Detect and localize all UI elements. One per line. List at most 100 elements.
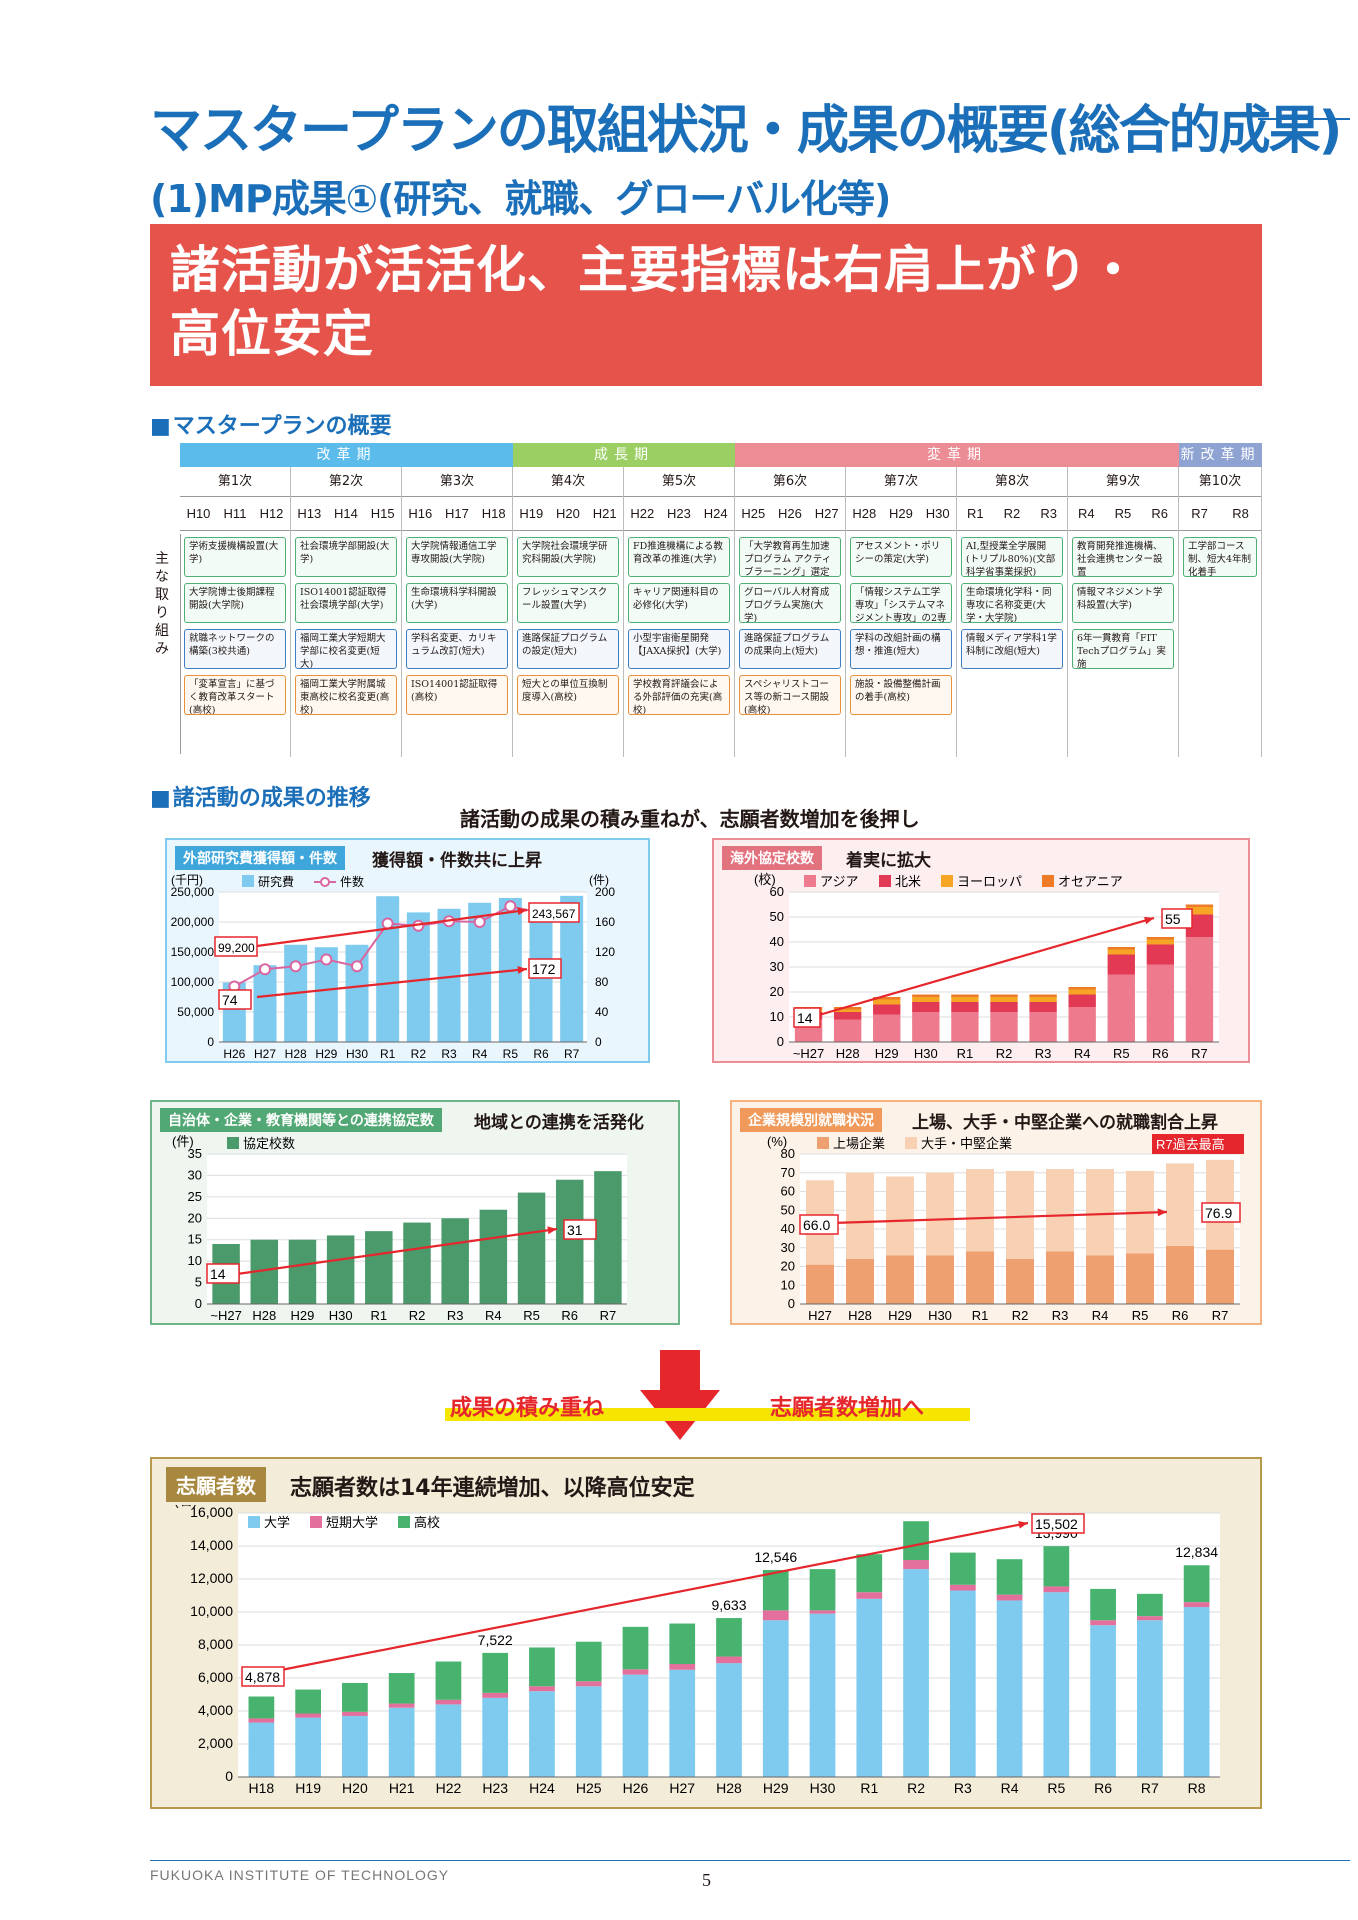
x-tick-label: R6 <box>561 1308 578 1323</box>
x-tick-label: H29 <box>315 1047 337 1061</box>
bar-0 <box>1166 1245 1194 1304</box>
year-label: H30 <box>925 506 950 521</box>
bar-1 <box>1166 1163 1194 1246</box>
bar-0 <box>441 1218 469 1304</box>
applicants-chart: 0 2,000 4,000 6,000 8,000 10,000 12,000 14,000 1… <box>174 1505 1220 1796</box>
callout-box <box>528 958 562 979</box>
bar-0 <box>856 1598 883 1777</box>
bar-3 <box>1107 947 1135 950</box>
period-label: 第2次 <box>291 467 401 497</box>
arrow-text-left: 成果の積み重ね <box>450 1396 605 1421</box>
results-headline: 諸活動の成果の積み重ねが、志願者数増加を後押し <box>460 807 920 831</box>
page-subtitle: (1)MP成果①(研究、就職、グローバル化等) <box>150 177 891 221</box>
bar-2 <box>669 1623 696 1664</box>
x-tick-label: H28 <box>285 1047 307 1061</box>
x-tick-label: R6 <box>1172 1308 1189 1323</box>
x-tick-label: R5 <box>1113 1046 1130 1061</box>
y-tick-label: 0 <box>777 1034 784 1049</box>
y-tick-label: 6,000 <box>198 1669 233 1685</box>
y-tick-label: 80 <box>781 1146 795 1161</box>
callout-box <box>214 936 258 957</box>
bar-1 <box>886 1176 914 1256</box>
bar-0 <box>809 1613 836 1777</box>
bar-2 <box>388 1673 415 1704</box>
y-tick-label: 20 <box>188 1210 202 1225</box>
y-axis-unit: (件) <box>172 1134 194 1149</box>
initiative-box: グローバル人材育成プログラム実施(大学) <box>739 583 841 623</box>
bar-0 <box>846 1259 874 1304</box>
y-tick-label: 0 <box>225 1768 233 1784</box>
y-tick-label: 30 <box>770 959 784 974</box>
x-tick-label: R7 <box>600 1308 617 1323</box>
year-label: H26 <box>778 506 802 521</box>
bar-1 <box>926 1172 954 1256</box>
x-tick-label: R4 <box>472 1047 488 1061</box>
callout-label: 99,200 <box>218 941 255 955</box>
x-tick-label: H23 <box>482 1780 508 1796</box>
x-tick-label: H26 <box>623 1780 649 1796</box>
trend-arrow <box>831 1210 1168 1225</box>
bar-0 <box>1146 964 1175 1042</box>
down-arrow-icon <box>640 1350 720 1440</box>
bar-1 <box>1107 954 1135 975</box>
bar-0 <box>388 1707 415 1777</box>
master-plan-table: 改革期 成長期 変革期 新改革期 第1次 H10 H11 H12 学術支援機構設置(大学) 大学院… <box>180 443 1262 757</box>
bar-0 <box>1068 1007 1096 1042</box>
year-label: H15 <box>370 506 395 521</box>
y-tick-label: 0 <box>788 1296 795 1311</box>
mp-divider <box>180 534 181 754</box>
x-tick-label: R6 <box>1152 1046 1169 1061</box>
y2-tick-label: 0 <box>595 1035 602 1049</box>
y-tick-label: 4,000 <box>198 1702 233 1718</box>
bar-1 <box>1006 1170 1034 1259</box>
bar-2 <box>1183 1565 1210 1603</box>
x-tick-label: R2 <box>1012 1308 1029 1323</box>
bar-2 <box>435 1661 462 1700</box>
callout-box <box>799 1214 839 1235</box>
year-label: R1 <box>967 506 984 521</box>
bar-1 <box>482 1692 509 1698</box>
bar-2 <box>762 1569 789 1611</box>
bar-2 <box>873 999 901 1005</box>
bar-1 <box>846 1172 874 1259</box>
year-row: H25 H26 H27 <box>735 497 845 531</box>
bar-2 <box>856 1554 883 1593</box>
year-label: H10 <box>186 506 211 521</box>
callout-box <box>528 902 580 923</box>
chart-panel-partners: 海外協定校数 着実に拡大 0 10 20 30 40 50 60 (校) ~H27 H28 H29 H… <box>712 838 1250 1063</box>
bar-0 <box>873 1014 901 1042</box>
x-tick-label: R4 <box>1074 1046 1091 1061</box>
bar-0 <box>295 1717 322 1777</box>
bar-0 <box>1090 1625 1116 1777</box>
bar-2 <box>951 997 979 1002</box>
period-label: 第4次 <box>513 467 623 497</box>
legend-swatch <box>804 875 816 887</box>
bar-1 <box>1086 1169 1114 1256</box>
mp-column: 第3次 H16 H17 H18 大学院情報通信工学専攻開設(大学院) 生命環境科学科開設(… <box>402 467 513 757</box>
bar-0 <box>833 1019 862 1042</box>
initiative-box: 福岡工業大学附属城東高校に校名変更(高校) <box>295 675 397 715</box>
bar-2 <box>1068 989 1096 995</box>
bar-0 <box>1126 1253 1154 1304</box>
bar-3 <box>833 1007 862 1010</box>
bar-1 <box>435 1699 462 1705</box>
chart-title: 獲得額・件数共に上昇 <box>372 851 542 871</box>
callout-label: 172 <box>532 961 556 977</box>
chart-tag: 自治体・企業・教育機関等との連携協定数 <box>160 1108 442 1132</box>
y-tick-label: 10 <box>781 1277 795 1292</box>
bar-0 <box>529 1691 555 1777</box>
initiative-box: ISO14001認証取得(高校) <box>406 675 508 715</box>
initiative-box: 施設・設備整備計画の着手(高校) <box>850 675 952 715</box>
year-label: H29 <box>889 506 913 521</box>
mp-section-title: マスタープランの概要 <box>150 408 392 440</box>
x-tick-label: R4 <box>1001 1780 1019 1796</box>
year-row: H19 H20 H21 <box>513 497 623 531</box>
bar-0 <box>1086 1255 1114 1304</box>
bar-2 <box>1090 1588 1116 1621</box>
chart-title: 地域との連携を活発化 <box>474 1113 644 1133</box>
trend-arrow <box>256 967 528 999</box>
x-tick-label: R3 <box>441 1047 457 1061</box>
year-label: H14 <box>334 506 358 521</box>
period-label: 第5次 <box>624 467 734 497</box>
bar-1 <box>990 1002 1018 1012</box>
